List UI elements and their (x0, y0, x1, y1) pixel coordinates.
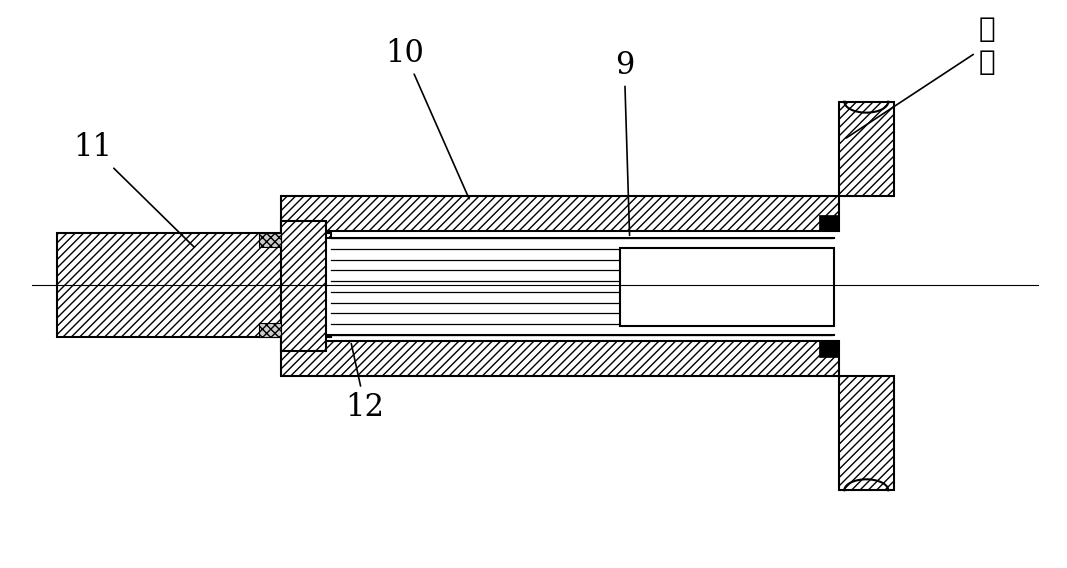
Bar (325, 238, 834, 335)
Bar (839, 102, 894, 197)
Bar (259, 323, 281, 337)
Bar (57, 233, 331, 337)
Bar (281, 231, 839, 341)
Bar (281, 341, 839, 375)
Bar (281, 197, 839, 231)
Bar (819, 341, 839, 357)
Bar (839, 375, 894, 490)
Text: 12: 12 (346, 344, 385, 423)
Text: 内
壁: 内 壁 (846, 15, 996, 138)
Text: 9: 9 (615, 50, 634, 235)
Bar (281, 222, 325, 351)
Bar (259, 233, 281, 247)
Text: 10: 10 (385, 38, 469, 199)
Bar (819, 215, 839, 231)
Text: 11: 11 (74, 132, 194, 247)
Bar (620, 248, 834, 326)
